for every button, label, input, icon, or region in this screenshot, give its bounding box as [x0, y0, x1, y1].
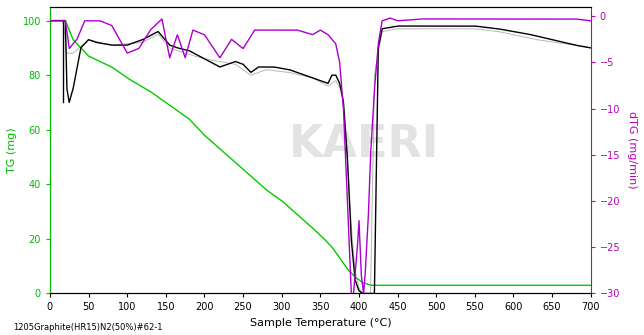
Text: 1205Graphite(HR15)N2(50%)#62-1: 1205Graphite(HR15)N2(50%)#62-1 [13, 323, 162, 332]
Text: KAERI: KAERI [289, 123, 439, 166]
Y-axis label: dTG (mg/min): dTG (mg/min) [627, 112, 637, 189]
Y-axis label: TG (mg): TG (mg) [7, 127, 17, 173]
X-axis label: Sample Temperature (°C): Sample Temperature (°C) [249, 318, 391, 328]
